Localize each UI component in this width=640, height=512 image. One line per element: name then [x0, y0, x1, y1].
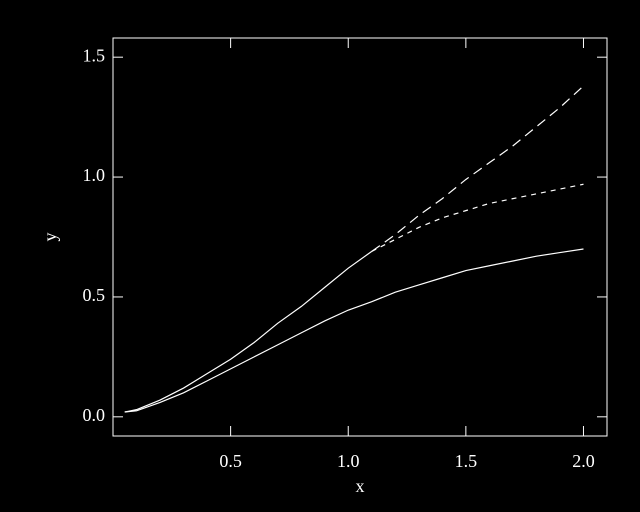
y-tick-label: 0.0: [83, 405, 106, 425]
x-tick-label: 1.5: [455, 451, 478, 471]
y-tick-label: 1.0: [83, 165, 106, 185]
x-axis-label: x: [356, 476, 365, 496]
data-line: [124, 250, 373, 413]
x-tick-label: 1.0: [337, 451, 360, 471]
y-tick-label: 1.5: [83, 45, 106, 65]
x-tick-label: 2.0: [572, 451, 595, 471]
data-line: [371, 85, 584, 252]
y-tick-label: 0.5: [83, 285, 106, 305]
y-axis-label: y: [40, 233, 60, 242]
data-line: [124, 248, 584, 413]
x-tick-label: 0.5: [219, 451, 242, 471]
plot-frame: [112, 37, 608, 437]
